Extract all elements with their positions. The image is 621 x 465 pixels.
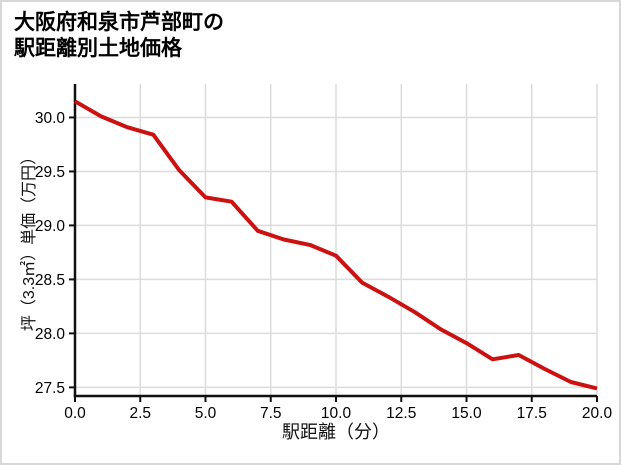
y-axis-title: 坪（3.3㎡）単価（万円） [21, 148, 38, 332]
x-tick-label: 12.5 [386, 405, 416, 422]
chart-title-line2: 駅距離別土地価格 [14, 37, 182, 60]
y-tick-label: 29.5 [35, 164, 65, 181]
x-tick-label: 10.0 [321, 405, 352, 422]
x-axis-title: 駅距離（分） [282, 422, 390, 442]
chart-title: 大阪府和泉市芦部町の 駅距離別土地価格 [14, 10, 224, 62]
x-tick-label: 0.0 [64, 405, 86, 422]
x-tick-label: 5.0 [195, 405, 217, 422]
y-tick-label: 28.5 [35, 272, 65, 289]
x-tick-label: 7.5 [260, 405, 282, 422]
x-tick-label: 15.0 [451, 405, 482, 422]
x-tick-label: 17.5 [517, 405, 547, 422]
y-tick-label: 27.5 [35, 380, 65, 397]
chart-title-line1: 大阪府和泉市芦部町の [14, 11, 224, 34]
y-tick-label: 29.0 [35, 218, 66, 235]
y-tick-label: 30.0 [35, 110, 66, 127]
y-tick-label: 28.0 [35, 326, 66, 343]
x-tick-label: 20.0 [582, 405, 613, 422]
x-tick-label: 2.5 [129, 405, 151, 422]
price-line [73, 99, 598, 391]
